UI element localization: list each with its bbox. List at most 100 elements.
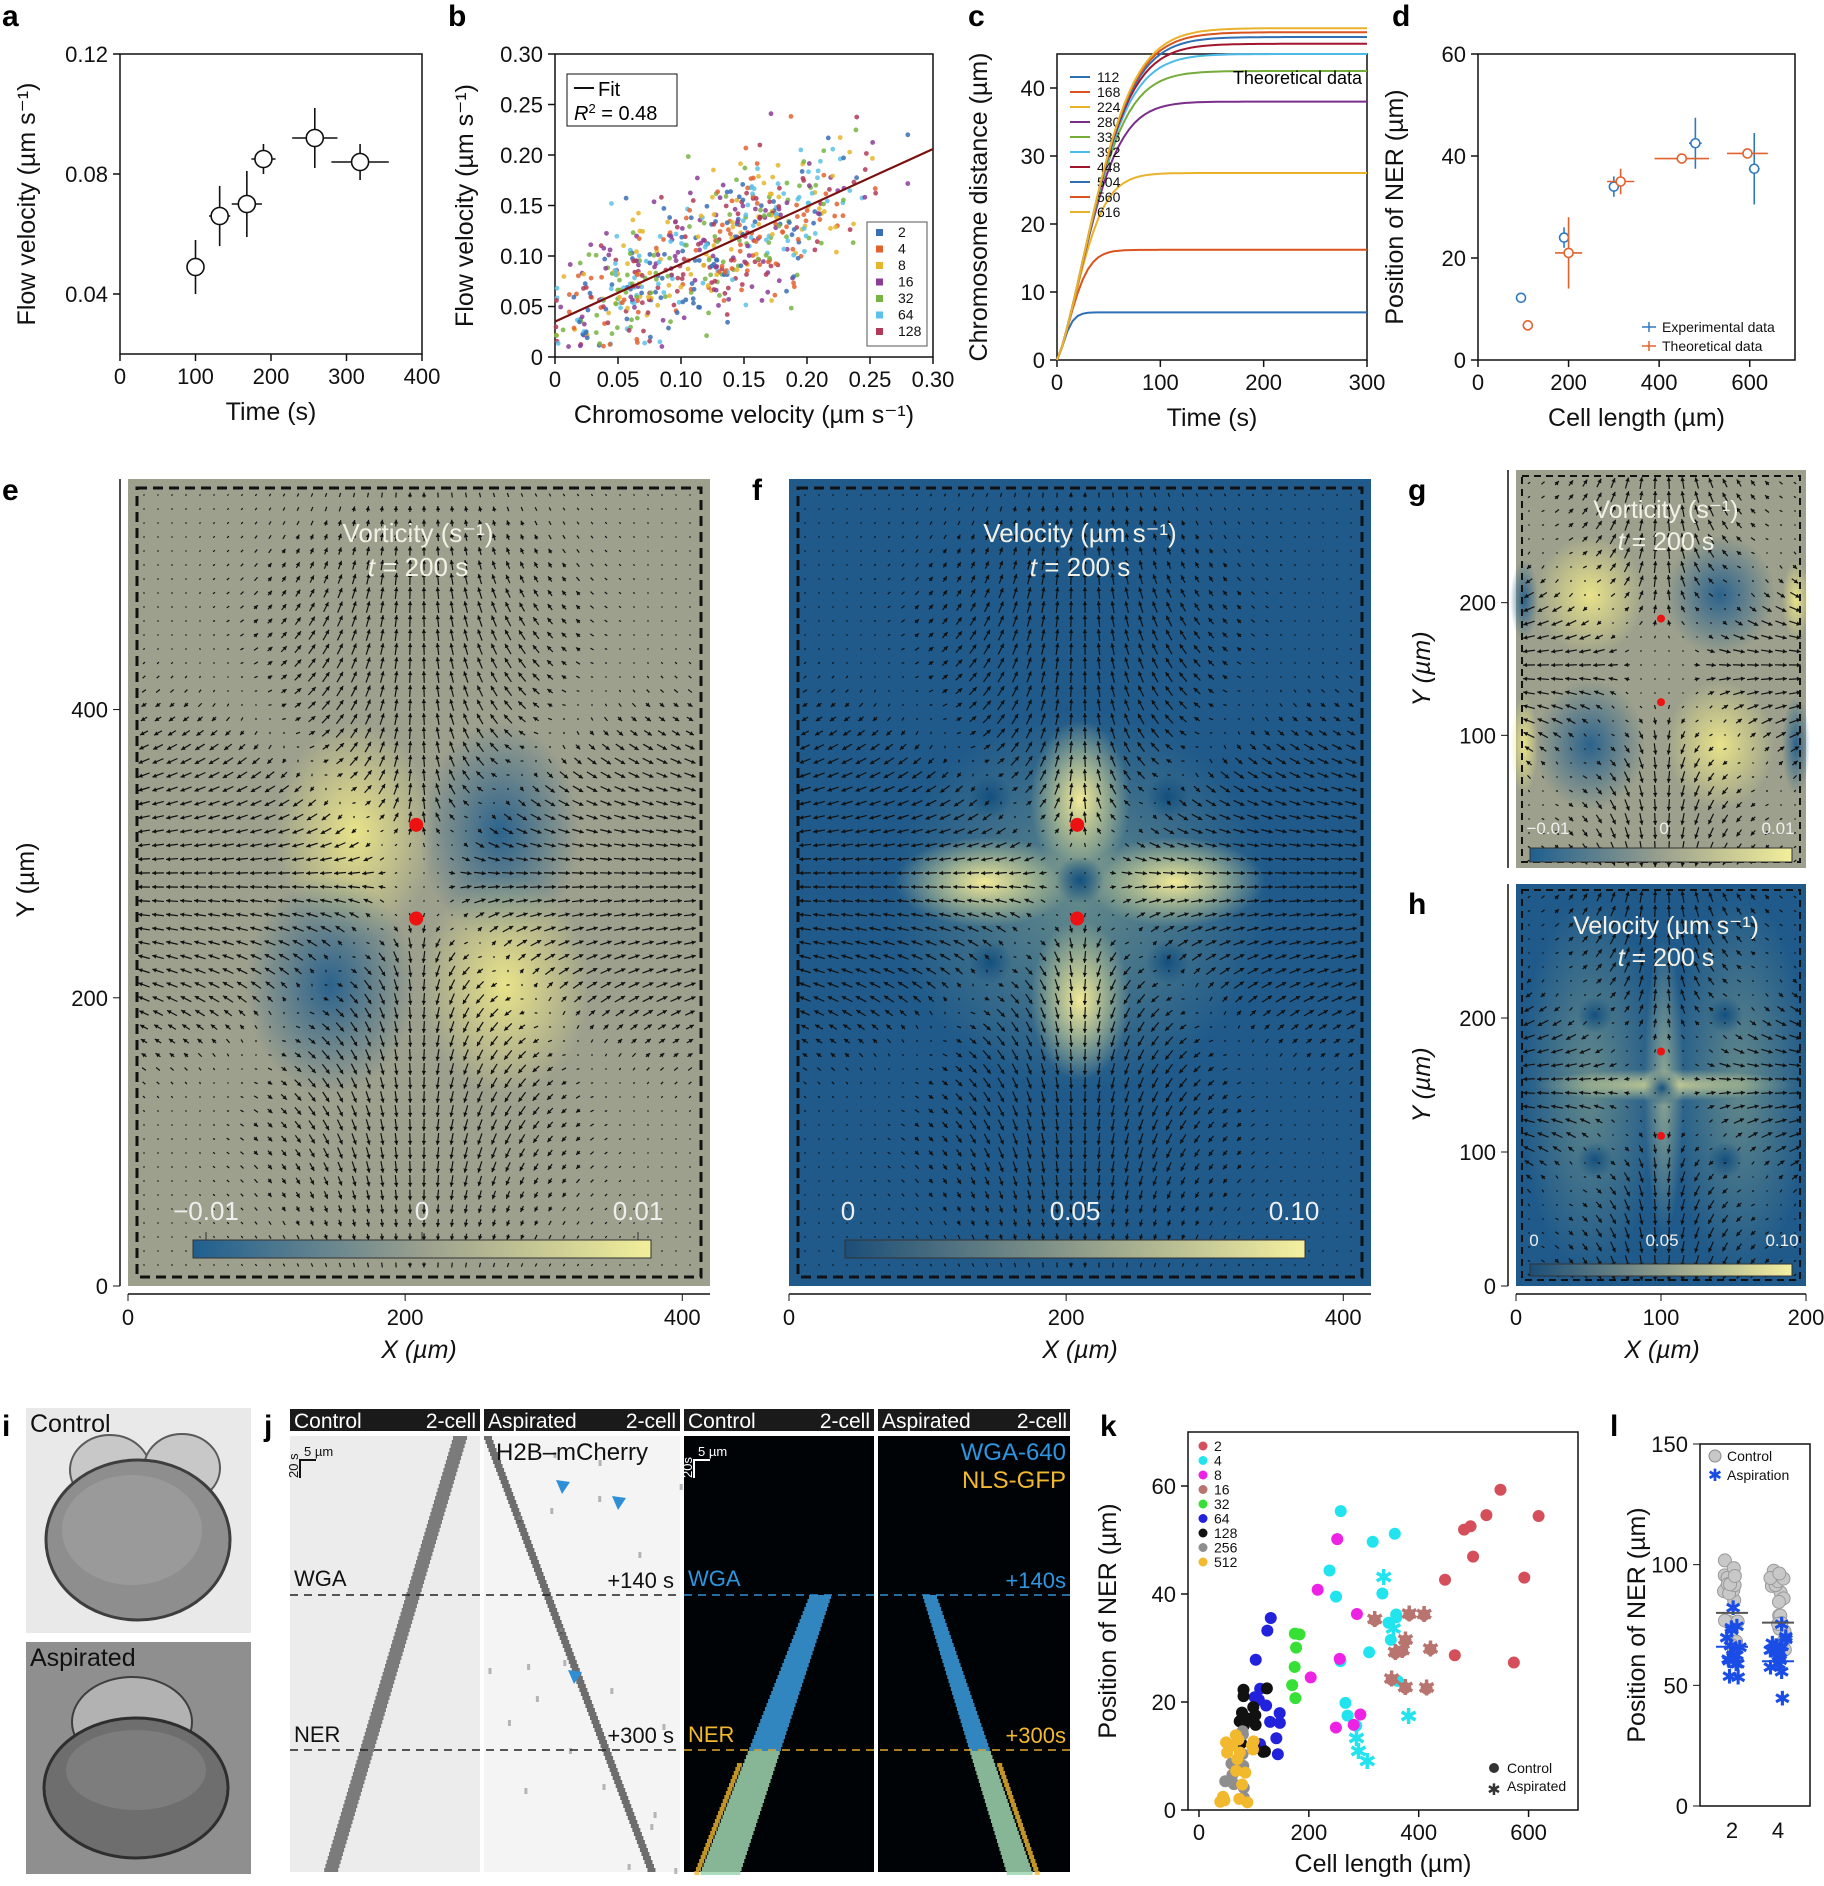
scatter-point <box>593 252 599 258</box>
data-point <box>186 257 205 277</box>
flow-arrowhead <box>576 619 581 624</box>
flow-arrowhead <box>281 590 287 595</box>
flow-arrow <box>254 521 258 525</box>
scatter-point <box>750 253 756 258</box>
flow-arrowhead <box>547 689 552 694</box>
flow-arrow <box>619 1096 621 1098</box>
flow-arrow <box>143 522 145 524</box>
scatter-point <box>658 295 664 301</box>
flow-arrowhead <box>352 587 357 592</box>
scatter-point <box>607 247 613 253</box>
flow-arrow <box>451 1262 453 1268</box>
flow-arrow <box>212 620 216 622</box>
scatter-point <box>628 294 634 300</box>
scatter-point <box>683 215 689 221</box>
scatter-point <box>581 271 587 277</box>
data-point <box>1515 292 1527 304</box>
flow-arrow <box>675 1250 677 1252</box>
flow-arrowhead <box>477 657 482 663</box>
flow-arrow <box>157 1124 159 1126</box>
flow-arrowhead <box>421 657 427 662</box>
flow-arrow <box>632 606 636 608</box>
flow-arrowhead <box>435 685 440 690</box>
flow-arrowhead <box>310 602 315 608</box>
flow-arrow <box>618 577 622 581</box>
flow-arrowhead <box>296 702 302 707</box>
flow-arrow <box>338 492 342 498</box>
scatter-point <box>854 175 860 181</box>
flow-arrowhead <box>435 657 440 662</box>
flow-arrowhead <box>490 685 495 691</box>
flow-arrow <box>171 1250 173 1252</box>
data-point <box>1563 247 1574 259</box>
flow-arrowhead <box>435 713 440 718</box>
flow-arrow <box>157 1250 159 1252</box>
flow-arrowhead <box>547 674 552 679</box>
flow-arrowhead <box>337 533 342 539</box>
flow-arrowhead <box>141 702 147 707</box>
flow-arrow <box>199 606 201 608</box>
flow-arrow <box>185 578 187 580</box>
scatter-point <box>769 298 775 303</box>
flow-arrow <box>846 508 848 510</box>
flow-arrowhead <box>310 731 315 736</box>
scatter-point <box>581 285 586 291</box>
flow-arrow <box>185 508 187 510</box>
scatter-point <box>659 344 665 349</box>
flow-arrowhead <box>253 605 258 610</box>
flow-arrowhead <box>380 615 385 620</box>
flow-arrow <box>661 508 663 510</box>
flow-arrowhead <box>295 562 300 567</box>
flow-arrow <box>533 731 539 735</box>
flow-arrow <box>212 1138 216 1140</box>
flow-arrowhead <box>366 573 371 578</box>
flow-arrow <box>619 494 621 496</box>
flow-arrow <box>661 1264 663 1266</box>
flow-arrow <box>818 536 820 538</box>
flow-arrow <box>254 576 258 582</box>
flow-arrow <box>240 661 244 665</box>
flow-arrow <box>548 520 552 526</box>
flow-arrow <box>859 549 863 553</box>
flow-arrow <box>647 1124 649 1126</box>
scatter-point <box>735 219 741 224</box>
flow-arrowhead <box>463 727 468 733</box>
flow-arrow <box>185 494 187 496</box>
flow-arrow <box>381 1262 383 1268</box>
flow-arrow <box>199 522 201 524</box>
flow-arrow <box>1322 522 1324 524</box>
flow-arrowhead <box>365 546 371 552</box>
flow-arrowhead <box>463 685 468 690</box>
scatter-point <box>680 248 686 254</box>
flow-arrowhead <box>296 589 301 595</box>
scatter-point <box>602 256 608 262</box>
flow-arrow <box>846 564 848 566</box>
flow-arrow <box>1042 492 1044 498</box>
scatter-point <box>766 212 772 218</box>
flow-arrowhead <box>519 588 524 594</box>
scatter-point <box>872 186 878 191</box>
flow-arrow <box>226 563 230 567</box>
flow-arrowhead <box>296 717 301 722</box>
x-axis-label: Chromosome velocity (µm s⁻¹) <box>574 401 914 429</box>
flow-arrow <box>226 633 230 637</box>
flow-arrow <box>859 536 863 538</box>
flow-arrowhead <box>380 559 385 565</box>
legend-swatch <box>876 328 883 335</box>
flow-arrowhead <box>352 657 357 663</box>
flow-arrowhead <box>435 601 440 606</box>
flow-arrowhead <box>407 643 413 648</box>
flow-arrow <box>1350 508 1352 510</box>
flow-arrow <box>673 689 679 693</box>
scatter-point <box>785 238 791 244</box>
scatter-point <box>778 212 783 218</box>
scatter-point <box>695 241 701 247</box>
flow-arrowhead <box>505 588 510 593</box>
scatter-point <box>655 302 661 308</box>
panel-letter-d: d <box>1392 0 1410 33</box>
flow-arrow <box>646 675 650 679</box>
flow-arrowhead <box>296 645 302 650</box>
flow-arrow <box>661 536 663 538</box>
y-tick-label: 60 <box>1442 42 1466 67</box>
flow-arrow <box>464 1262 468 1268</box>
